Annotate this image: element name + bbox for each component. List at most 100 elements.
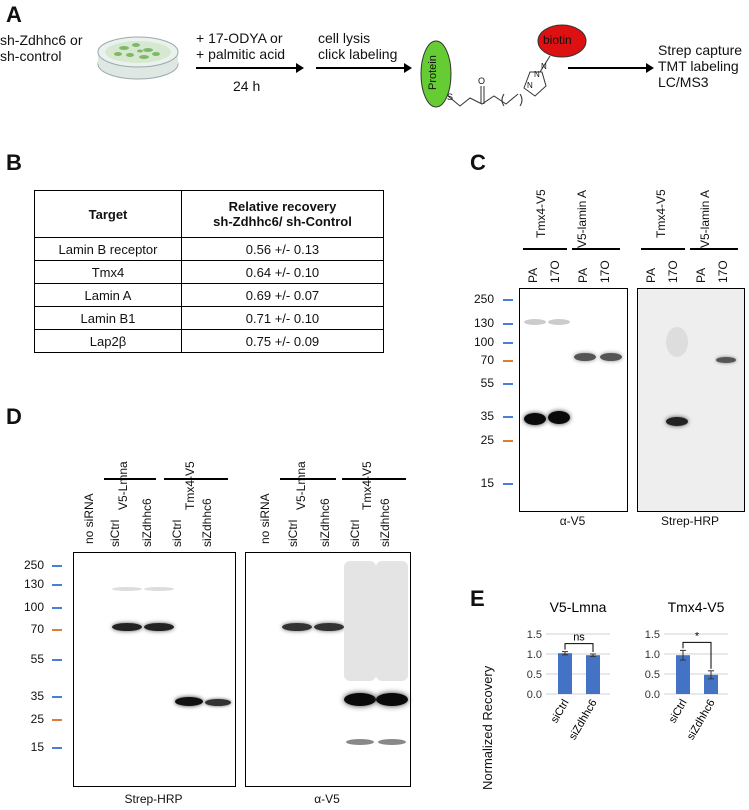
table-row: Tmx4 0.64 +/- 0.10 (34, 260, 385, 284)
c-lane-label: 17O (548, 260, 562, 283)
d-blot-v5 (245, 552, 411, 787)
e-bar (586, 655, 600, 694)
d-mw-tick (52, 719, 62, 721)
d-mw-label: 15 (30, 740, 44, 754)
table-row: Lamin B1 0.71 +/- 0.10 (34, 306, 385, 330)
c-mw-label: 100 (473, 335, 494, 349)
panel-e-label: E (470, 586, 485, 611)
c-group-bar (572, 248, 620, 250)
cell-value: 0.71 +/- 0.10 (180, 306, 385, 330)
d-band (144, 587, 174, 591)
recovery-table: Target Relative recovery sh-Zdhhc6/ sh-C… (34, 190, 385, 353)
e-ytick-label: 1.5 (645, 629, 660, 641)
biotin-label: biotin (543, 33, 572, 47)
d-mw-label: 100 (23, 600, 44, 614)
c-lane-label: 17O (666, 260, 680, 283)
triazole-n2: N (527, 81, 533, 90)
c-group-label: Tmx4-V5 (534, 189, 548, 238)
c-band (524, 319, 546, 325)
table-header-target: Target (34, 190, 182, 238)
cell-target: Lamin B1 (34, 306, 182, 330)
e-charts: V5-Lmna Tmx4-V5 0.00.51.01.5siCtrlsiZdhh… (527, 599, 728, 742)
e-sig-label: ns (573, 632, 585, 644)
step3-line1: Strep capture (658, 42, 743, 58)
d-lane-label-right: siZdhhc6 (318, 498, 332, 547)
c-blot-strep (637, 288, 745, 512)
c-lane-label: 17O (716, 260, 730, 283)
d-band (376, 561, 408, 681)
d-group-label-right: V5-Lmna (294, 461, 308, 510)
c-mw-label: 70 (480, 353, 494, 367)
d-mw-label: 130 (23, 577, 44, 591)
d-mw-label: 55 (30, 652, 44, 666)
d-mw-tick (52, 659, 62, 661)
e-ytick-label: 0.0 (527, 689, 542, 701)
d-band (144, 623, 174, 631)
treatment-text: + 17-ODYA or + palmitic acid (196, 30, 285, 62)
c-lane-label: 17O (598, 260, 612, 283)
cell-target: Lamin A (34, 283, 182, 307)
d-lane-label: siCtrl (170, 519, 184, 547)
c-group-label: V5-lamin A (575, 189, 589, 248)
panel-c-label: C (470, 150, 486, 175)
cell-value: 0.56 +/- 0.13 (180, 237, 385, 261)
d-lane-label-right: siCtrl (348, 519, 362, 547)
d-group-bar (104, 478, 156, 480)
panel-b-label: B (6, 150, 22, 175)
table-header-recovery: Relative recovery sh-Zdhhc6/ sh-Control (180, 190, 385, 238)
c-mw-label: 250 (473, 292, 494, 306)
panel-d-label: D (6, 404, 22, 429)
protein-ellipse (420, 40, 452, 108)
c-group-label: V5-lamin A (698, 189, 712, 248)
c-mw-tick (503, 440, 513, 442)
d-mw-tick (52, 747, 62, 749)
e-ytick-label: 0.5 (645, 669, 660, 681)
condition-line1: sh-Zdhhc6 or (0, 32, 83, 48)
e-ytick-label: 1.0 (527, 649, 542, 661)
d-band (175, 697, 203, 706)
cell-value: 0.69 +/- 0.07 (180, 283, 385, 307)
c-band (548, 411, 570, 424)
c-caption-strep: Strep-HRP (660, 514, 719, 528)
d-band (112, 587, 142, 591)
e-bar (676, 655, 690, 694)
c-lane-label: PA (526, 267, 540, 283)
d-lane-label: siZdhhc6 (200, 498, 214, 547)
d-group-bar (342, 478, 406, 480)
d-band (282, 623, 312, 631)
d-lane-label: siZdhhc6 (140, 498, 154, 547)
e-bar (558, 653, 572, 694)
d-band (314, 623, 344, 631)
d-group-label-right: Tmx4-V5 (360, 461, 374, 510)
e-sig-bracket (564, 643, 594, 652)
step2-text: cell lysis click labeling (318, 30, 397, 62)
cell-target: Tmx4 (34, 260, 182, 284)
c-mw-tick (503, 360, 513, 362)
d-caption-v5: α-V5 (314, 792, 340, 806)
cell-target: Lamin B receptor (34, 237, 182, 261)
e-category-label: siCtrl (549, 698, 572, 726)
c-band (600, 353, 622, 361)
d-mw-tick (52, 584, 62, 586)
c-lane-label: PA (644, 267, 658, 283)
e-ytick-label: 1.5 (527, 629, 542, 641)
c-band (666, 417, 688, 426)
step3-line2: TMT labeling (658, 58, 739, 74)
treatment-line1: + 17-ODYA or (196, 30, 283, 46)
d-mw-label: 250 (23, 558, 44, 572)
e-category-label: siCtrl (667, 698, 690, 726)
e-ytick-label: 1.0 (645, 649, 660, 661)
d-mw-label: 35 (30, 689, 44, 703)
c-group-bar (641, 248, 685, 250)
table-row: Lamin A 0.69 +/- 0.07 (34, 283, 385, 307)
table-row: Lamin B receptor 0.56 +/- 0.13 (34, 237, 385, 261)
c-band (666, 327, 688, 357)
time-label: 24 h (233, 78, 261, 94)
c-blot-v5 (519, 288, 628, 512)
panel-a-label: A (6, 2, 22, 27)
d-lane-label: siCtrl (108, 519, 122, 547)
d-caption-strep: Strep-HRP (124, 792, 183, 806)
table-row: Lap2β 0.75 +/- 0.09 (34, 329, 385, 353)
d-lane-label-right: siCtrl (286, 519, 300, 547)
cell-value: 0.64 +/- 0.10 (180, 260, 385, 284)
